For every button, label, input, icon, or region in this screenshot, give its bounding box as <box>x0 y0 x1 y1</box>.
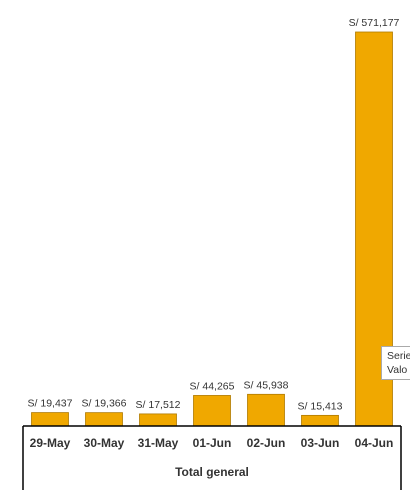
bar-29-May[interactable] <box>31 412 69 427</box>
tick-label-02-Jun: 02-Jun <box>247 436 286 450</box>
data-label-29-May: S/ 19,437 <box>28 398 73 410</box>
tick-label-31-May: 31-May <box>138 436 179 450</box>
data-label-04-Jun: S/ 571,177 <box>349 17 400 29</box>
bar-30-May[interactable] <box>85 412 123 427</box>
data-labels-group: S/ 19,437 S/ 19,366 S/ 17,512 S/ 44,265 S/ 4… <box>28 17 400 412</box>
bar-02-Jun[interactable] <box>247 393 285 427</box>
category-axis <box>22 425 402 490</box>
tooltip-line-2: Valo <box>387 364 408 376</box>
data-label-30-May: S/ 19,366 <box>82 398 127 410</box>
data-label-02-Jun: S/ 45,938 <box>244 379 289 391</box>
tick-label-03-Jun: 03-Jun <box>301 436 340 450</box>
tick-labels-group: 29-May 30-May 31-May 01-Jun 02-Jun 03-Jun 04-J… <box>30 436 394 450</box>
data-label-01-Jun: S/ 44,265 <box>190 380 235 392</box>
data-label-03-Jun: S/ 15,413 <box>298 400 343 412</box>
tooltip-line-1: Serie <box>387 350 410 362</box>
tick-label-29-May: 29-May <box>30 436 71 450</box>
bar-03-Jun[interactable] <box>301 414 339 427</box>
tick-label-01-Jun: 01-Jun <box>193 436 232 450</box>
bars-group <box>31 31 393 427</box>
series-tooltip: Serie Valo <box>381 346 410 380</box>
tick-label-04-Jun: 04-Jun <box>355 436 394 450</box>
bar-31-May[interactable] <box>139 413 177 427</box>
data-label-31-May: S/ 17,512 <box>136 399 181 411</box>
group-label: Total general <box>175 465 249 479</box>
tick-label-30-May: 30-May <box>84 436 125 450</box>
bar-01-Jun[interactable] <box>193 395 231 427</box>
